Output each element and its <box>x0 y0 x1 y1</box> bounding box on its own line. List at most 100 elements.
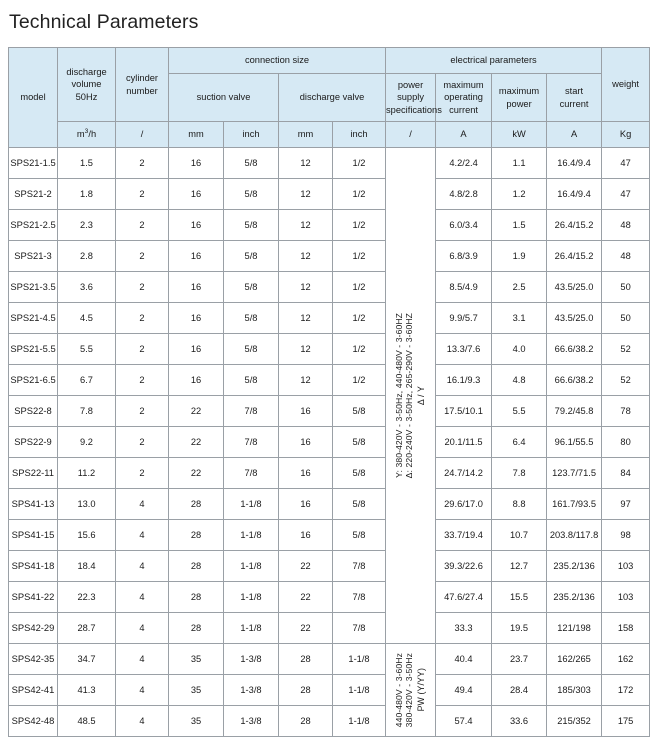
cell-discharge-mm: 22 <box>278 550 333 582</box>
cell-discharge-inch: 1/2 <box>331 240 387 272</box>
cell-max-operating-current: 47.6/27.4 <box>435 581 493 613</box>
cell-start-current: 26.4/15.2 <box>546 209 603 241</box>
cell-discharge-inch: 1/2 <box>331 271 387 303</box>
cell-discharge-volume: 13.0 <box>57 488 116 520</box>
header-cylinder-number-line1: cylinder <box>125 73 159 84</box>
cell-model: SPS41-22 <box>8 581 58 613</box>
cell-cylinder-number: 2 <box>115 457 169 489</box>
cell-suction-mm: 16 <box>168 178 224 210</box>
header-discharge-volume-line3: 50Hz <box>75 91 98 102</box>
power-supply-line-1: Δ: 220-240V - 3-50Hz, 265-290V - 3-60HZ <box>404 312 415 479</box>
cell-weight: 78 <box>601 395 651 427</box>
table-row: SPS42-41 41.3 4 35 1-3/8 28 1-1/8 49.4 28.4 185/3… <box>8 674 651 706</box>
table-row: SPS41-13 13.0 4 28 1-1/8 16 5/8 29.6/17.0 8.8 161… <box>8 488 651 520</box>
unit-flow: m3/h <box>57 121 116 148</box>
cell-max-power: 4.0 <box>491 333 548 365</box>
cell-cylinder-number: 4 <box>115 674 169 706</box>
cell-suction-mm: 22 <box>168 457 224 489</box>
table-row: SPS21-1.5 1.5 2 16 5/8 12 1/2 Δ / Y Δ: 220-240V … <box>8 147 651 644</box>
cell-max-power: 7.8 <box>491 457 548 489</box>
cell-model: SPS42-29 <box>8 612 58 644</box>
cell-discharge-volume: 22.3 <box>57 581 116 613</box>
cell-weight: 52 <box>601 333 651 365</box>
table-row: SPS21-3.5 3.6 2 16 5/8 12 1/2 8.5/4.9 2.5 43.5/25… <box>8 271 651 303</box>
cell-weight: 162 <box>601 643 651 675</box>
cell-max-operating-current: 29.6/17.0 <box>435 488 493 520</box>
cell-start-current: 43.5/25.0 <box>546 271 603 303</box>
cell-weight: 98 <box>601 519 651 551</box>
cell-suction-inch: 1-1/8 <box>223 612 279 644</box>
cell-start-current: 79.2/45.8 <box>546 395 603 427</box>
cell-max-power: 1.9 <box>491 240 548 272</box>
cell-weight: 52 <box>601 364 651 396</box>
cell-suction-mm: 16 <box>168 333 224 365</box>
header-power-supply-line2: supply <box>397 92 424 103</box>
cell-max-operating-current: 6.8/3.9 <box>435 240 493 272</box>
cell-suction-inch: 1-1/8 <box>223 550 279 582</box>
cell-discharge-mm: 28 <box>278 674 333 706</box>
cell-suction-mm: 28 <box>168 581 224 613</box>
cell-cylinder-number: 2 <box>115 178 169 210</box>
cell-model: SPS21-5.5 <box>8 333 58 365</box>
cell-discharge-mm: 16 <box>278 395 333 427</box>
cell-suction-mm: 16 <box>168 240 224 272</box>
cell-discharge-volume: 2.3 <box>57 209 116 241</box>
header-max-op-current-line2: operating <box>444 92 483 103</box>
table-row: SPS22-8 7.8 2 22 7/8 16 5/8 17.5/10.1 5.5 79.2/45… <box>8 395 651 427</box>
table-row: SPS21-6.5 6.7 2 16 5/8 12 1/2 16.1/9.3 4.8 66.6/3… <box>8 364 651 396</box>
cell-suction-inch: 5/8 <box>223 240 279 272</box>
cell-cylinder-number: 4 <box>115 519 169 551</box>
cell-model: SPS21-2 <box>8 178 58 210</box>
cell-discharge-mm: 12 <box>278 271 333 303</box>
cell-start-current: 16.4/9.4 <box>546 178 603 210</box>
cell-start-current: 235.2/136 <box>546 550 603 582</box>
cell-discharge-inch: 1/2 <box>331 209 387 241</box>
cell-suction-mm: 16 <box>168 209 224 241</box>
cell-suction-inch: 5/8 <box>223 333 279 365</box>
cell-weight: 158 <box>601 612 651 644</box>
cell-suction-inch: 1-3/8 <box>223 674 279 706</box>
cell-suction-inch: 7/8 <box>223 395 279 427</box>
cell-discharge-mm: 22 <box>278 581 333 613</box>
cell-weight: 48 <box>601 209 651 241</box>
cell-max-power: 8.8 <box>491 488 548 520</box>
table-row: SPS41-18 18.4 4 28 1-1/8 22 7/8 39.3/22.6 12.7 23… <box>8 550 651 582</box>
cell-discharge-inch: 1/2 <box>331 178 387 210</box>
cell-weight: 97 <box>601 488 651 520</box>
cell-power-supply-specifications: PW (Y/YY) 380-420V - 3-50Hz 440-480V - 3-6… <box>385 643 437 737</box>
header-cylinder-number: cylinder number <box>115 47 169 122</box>
cell-discharge-inch: 5/8 <box>331 488 387 520</box>
cell-discharge-mm: 12 <box>278 333 333 365</box>
cell-discharge-mm: 12 <box>278 240 333 272</box>
unit-discharge-mm: mm <box>278 121 333 148</box>
cell-suction-inch: 5/8 <box>223 271 279 303</box>
cell-discharge-inch: 5/8 <box>331 395 387 427</box>
cell-suction-mm: 28 <box>168 519 224 551</box>
cell-cylinder-number: 2 <box>115 271 169 303</box>
cell-max-operating-current: 13.3/7.6 <box>435 333 493 365</box>
cell-suction-inch: 5/8 <box>223 209 279 241</box>
power-supply-line-1: 380-420V - 3-50Hz <box>404 652 415 728</box>
cell-cylinder-number: 2 <box>115 302 169 334</box>
header-power-supply-specifications: power supply specifications <box>385 73 442 122</box>
header-max-power-line2: power <box>506 98 532 109</box>
table-row: SPS21-4.5 4.5 2 16 5/8 12 1/2 9.9/5.7 3.1 43.5/25… <box>8 302 651 334</box>
cell-weight: 172 <box>601 674 651 706</box>
cell-max-operating-current: 4.8/2.8 <box>435 178 493 210</box>
cell-discharge-mm: 28 <box>278 643 333 675</box>
cell-weight: 47 <box>601 147 651 179</box>
cell-weight: 48 <box>601 240 651 272</box>
cell-discharge-volume: 7.8 <box>57 395 116 427</box>
cell-discharge-inch: 5/8 <box>331 426 387 458</box>
table-row: SPS21-2.5 2.3 2 16 5/8 12 1/2 6.0/3.4 1.5 26.4/15… <box>8 209 651 241</box>
cell-suction-mm: 28 <box>168 550 224 582</box>
cell-start-current: 185/303 <box>546 674 603 706</box>
cell-discharge-mm: 12 <box>278 209 333 241</box>
cell-weight: 80 <box>601 426 651 458</box>
cell-max-power: 4.8 <box>491 364 548 396</box>
cell-cylinder-number: 2 <box>115 395 169 427</box>
cell-max-power: 12.7 <box>491 550 548 582</box>
cell-discharge-inch: 1/2 <box>331 333 387 365</box>
cell-max-operating-current: 20.1/11.5 <box>435 426 493 458</box>
table-row: SPS42-29 28.7 4 28 1-1/8 22 7/8 33.3 19.5 121/198… <box>8 612 651 644</box>
